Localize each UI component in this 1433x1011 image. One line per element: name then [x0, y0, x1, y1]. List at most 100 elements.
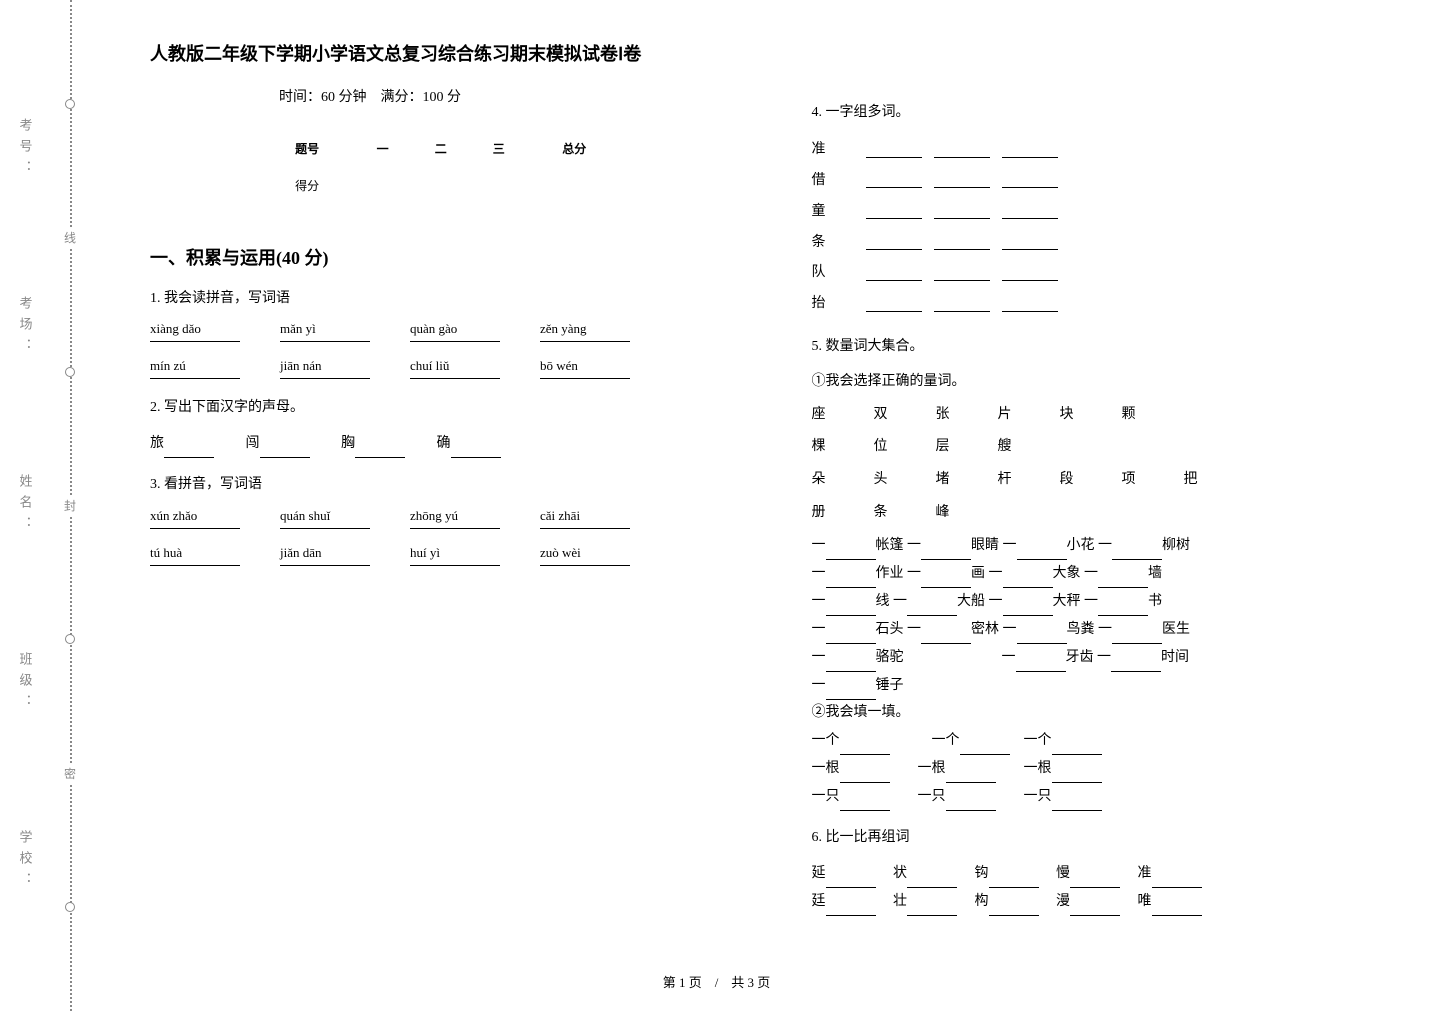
blank: [355, 444, 405, 458]
blank: [260, 444, 310, 458]
exam-sidebar: 学校： 班级： 姓名： 考场： 考号： 线 封 密: [0, 0, 130, 1011]
blank: [934, 174, 990, 188]
pinyin: bō wén: [540, 358, 630, 374]
pinyin-row: mín zú jiān nán chuí liǔ bō wén: [150, 358, 732, 374]
fill-line: 一作业 一画 一大象 一墙: [812, 560, 1394, 588]
blank: [934, 236, 990, 250]
q6-row2: 廷 壮 构 漫 唯: [812, 888, 1394, 916]
label-name: 姓名：: [16, 474, 35, 537]
left-column: 时间：60 分钟 满分：100 分 题号 一 二 三 总分 得分 一、积累与: [150, 86, 732, 916]
section-1-title: 一、积累与运用(40 分): [150, 244, 732, 270]
word-bank: 座 双 张 片 块 颗: [812, 402, 1394, 429]
th-col3: 三: [470, 130, 528, 167]
blank: [1002, 267, 1058, 281]
q5-sub1: ①我会选择正确的量词。 座 双 张 片 块 颗 棵 位 层 艘 朵 头: [812, 369, 1394, 811]
pinyin: quàn gào: [410, 321, 500, 337]
blank-row: [150, 378, 732, 379]
blank: [934, 298, 990, 312]
blank-row: [150, 565, 732, 566]
blank-row: [150, 528, 732, 529]
pinyin: chuí liǔ: [410, 358, 500, 374]
blank: [866, 205, 922, 219]
content-columns: 时间：60 分钟 满分：100 分 题号 一 二 三 总分 得分 一、积累与: [150, 86, 1393, 916]
th-col1: 一: [354, 130, 412, 167]
blank: [934, 144, 990, 158]
vertical-labels: 学校： 班级： 姓名： 考场： 考号：: [0, 0, 50, 1011]
page-footer: 第 1 页 / 共 3 页: [663, 972, 771, 991]
blank: [540, 341, 630, 342]
char: 准: [812, 135, 826, 166]
exam-title: 人教版二年级下学期小学语文总复习综合练习期末模拟试卷Ⅰ卷: [150, 40, 1393, 66]
pinyin-row: xún zhǎo quán shuǐ zhōng yú cǎi zhāi: [150, 508, 732, 524]
blank: [934, 205, 990, 219]
pinyin: mǎn yì: [280, 321, 370, 337]
cut-char: 密: [64, 763, 76, 784]
fill-line: 一帐篷 一眼睛 一小花 一柳树: [812, 532, 1394, 560]
fill2-line: 一个 一个 一个: [812, 727, 1394, 755]
blank: [164, 444, 214, 458]
score-cell: [528, 167, 621, 204]
word-bank: 册 条 峰: [812, 500, 1394, 527]
right-column: 4. 一字组多词。 准 借 童 条 队 抬 5. 数量词大集合。 ①我会选择正确…: [812, 86, 1394, 916]
label-school: 学校：: [16, 830, 35, 893]
q6-label: 6. 比一比再组词: [812, 825, 1394, 850]
pinyin: mín zú: [150, 358, 240, 374]
pinyin: jiān nán: [280, 358, 370, 374]
word-bank: 棵 位 层 艘: [812, 434, 1394, 461]
th-col2: 二: [412, 130, 470, 167]
blank: [451, 444, 501, 458]
blank: [540, 528, 630, 529]
pinyin: cǎi zhāi: [540, 508, 630, 524]
blank: [410, 565, 500, 566]
score-cell: [354, 167, 412, 204]
th-total: 总分: [528, 130, 621, 167]
blank: [1002, 298, 1058, 312]
fill-line: 一骆驼 一牙齿 一时间: [812, 644, 1394, 672]
fill-line: 一线 一大船 一大秤 一书: [812, 588, 1394, 616]
pinyin: huí yì: [410, 545, 500, 561]
q4-label: 4. 一字组多词。: [812, 100, 1394, 125]
q5-label: 5. 数量词大集合。: [812, 334, 1394, 359]
fill-line: 一锤子: [812, 672, 1394, 700]
circle-marker: [65, 367, 75, 377]
blank: [280, 341, 370, 342]
char: 旅: [150, 436, 164, 451]
blank-row: [150, 341, 732, 342]
blank: [934, 267, 990, 281]
q3-label: 3. 看拼音，写词语: [150, 472, 732, 497]
pinyin-row: xiàng dǎo mǎn yì quàn gào zěn yàng: [150, 321, 732, 337]
circle-marker: [65, 902, 75, 912]
word-bank: 朵 头 堵 杆 段 项 把: [812, 467, 1394, 494]
exam-subtitle: 时间：60 分钟 满分：100 分: [150, 86, 590, 106]
char: 条: [812, 228, 826, 259]
main-content: 人教版二年级下学期小学语文总复习综合练习期末模拟试卷Ⅰ卷 时间：60 分钟 满分…: [150, 40, 1393, 916]
circle-marker: [65, 99, 75, 109]
pinyin-row: tú huà jiǎn dān huí yì zuò wèi: [150, 545, 732, 561]
blank: [150, 528, 240, 529]
char: 童: [812, 197, 826, 228]
pinyin: quán shuǐ: [280, 508, 370, 524]
blank: [150, 341, 240, 342]
label-number: 考号：: [16, 118, 35, 181]
blank: [1002, 144, 1058, 158]
blank: [866, 144, 922, 158]
blank: [280, 378, 370, 379]
cut-char: 线: [64, 227, 76, 248]
blank: [150, 378, 240, 379]
blank: [1002, 236, 1058, 250]
q2-fill: 旅 闯 胸 确: [150, 430, 732, 458]
label-room: 考场：: [16, 296, 35, 359]
fill2-line: 一只 一只 一只: [812, 783, 1394, 811]
pinyin: xún zhǎo: [150, 508, 240, 524]
q2-label: 2. 写出下面汉字的声母。: [150, 395, 732, 420]
cut-char: 封: [64, 495, 76, 516]
sub1-label: ①我会选择正确的量词。: [812, 369, 1394, 396]
blank: [540, 378, 630, 379]
fill-line: 一石头 一密林 一鸟粪 一医生: [812, 616, 1394, 644]
pinyin: zěn yàng: [540, 321, 630, 337]
char: 抬: [812, 289, 826, 320]
blank: [866, 174, 922, 188]
blank: [1002, 174, 1058, 188]
label-class: 班级：: [16, 652, 35, 715]
q6-row1: 延 状 钩 慢 准: [812, 860, 1394, 888]
